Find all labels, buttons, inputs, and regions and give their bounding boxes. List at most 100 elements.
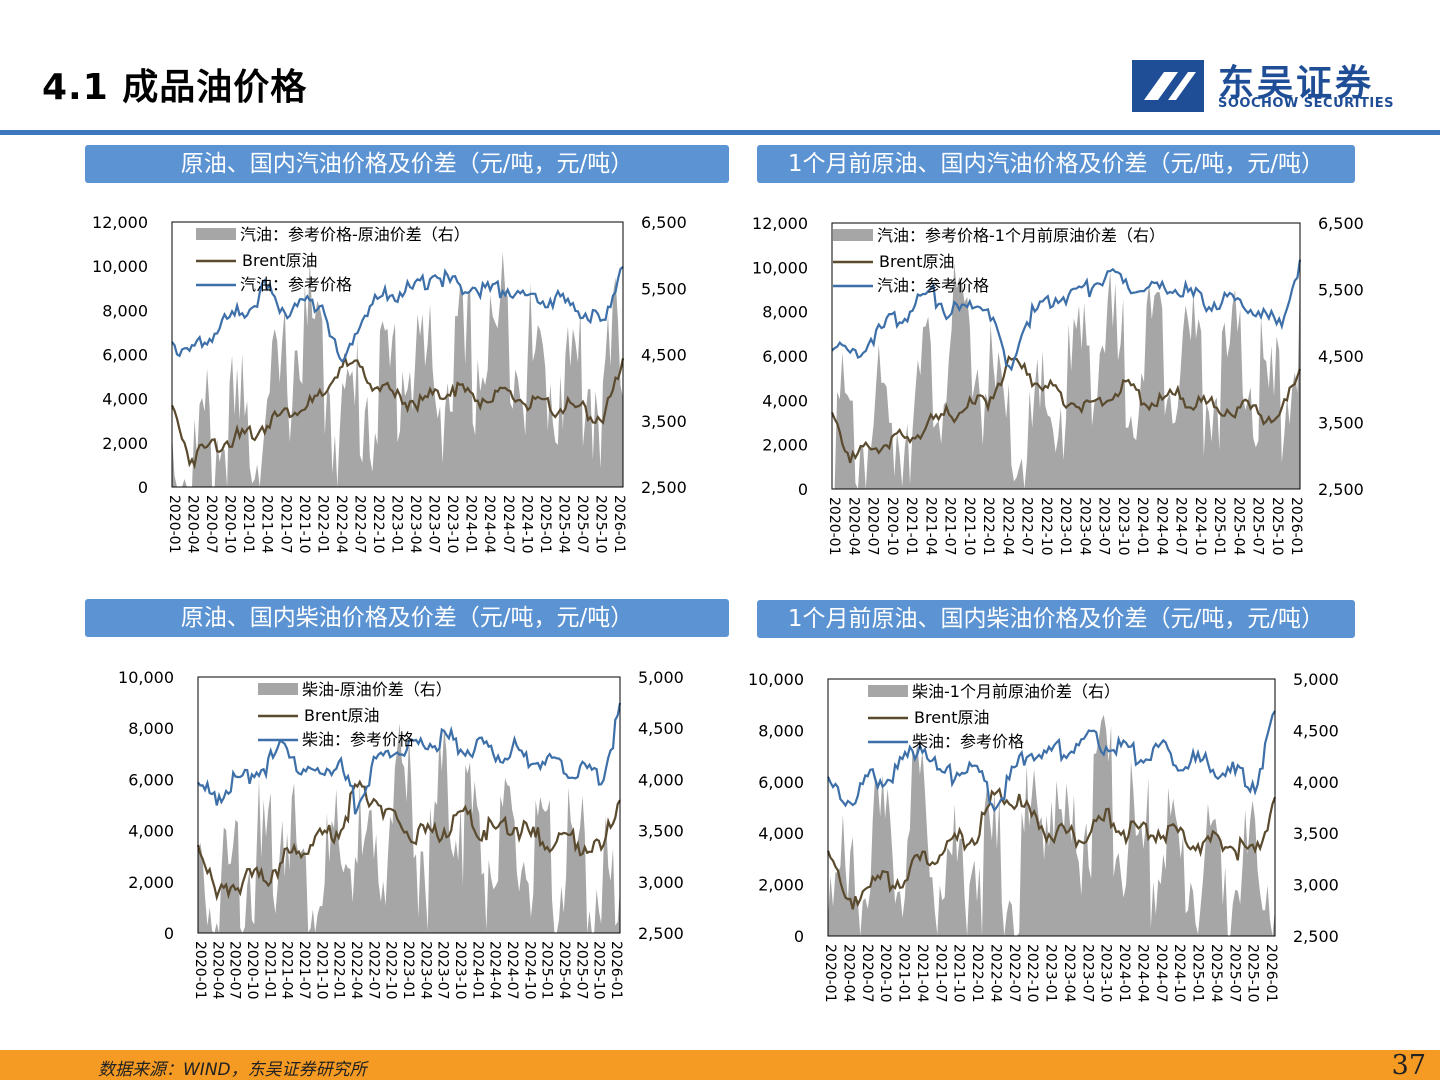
y-right-tick-label: 5,000 [638, 668, 684, 687]
legend-label-spread: 柴油-原油价差（右） [302, 680, 452, 699]
x-tick-label: 2022-10 [1024, 944, 1040, 1003]
x-tick-label: 2020-04 [845, 497, 861, 556]
y-right-tick-label: 5,500 [641, 279, 687, 298]
y-right-tick-label: 3,500 [1318, 414, 1364, 433]
x-tick-label: 2023-04 [417, 941, 433, 1000]
y-right-tick-label: 3,500 [1293, 824, 1339, 843]
x-tick-label: 2021-04 [914, 944, 930, 1003]
legend-swatch-spread [196, 228, 236, 240]
brent-line [826, 787, 1277, 910]
x-tick-label: 2021-04 [279, 941, 295, 1000]
brent-line [830, 355, 1302, 464]
x-tick-label: 2024-04 [487, 941, 503, 1000]
y-right-tick-label: 5,000 [1293, 670, 1339, 689]
y-left-tick-label: 12,000 [752, 214, 808, 233]
x-tick-label: 2021-01 [903, 497, 919, 556]
product-price-line [831, 259, 1302, 372]
x-tick-label: 2023-07 [1079, 944, 1095, 1003]
y-left-tick-label: 10,000 [748, 670, 804, 689]
x-tick-label: 2025-07 [1226, 944, 1242, 1003]
product-price-line [826, 710, 1276, 813]
x-tick-label: 2025-04 [1230, 497, 1246, 556]
x-tick-label: 2020-01 [166, 495, 182, 554]
brent-line [196, 779, 621, 902]
y-left-tick-label: 8,000 [758, 721, 804, 740]
x-tick-label: 2023-04 [1061, 944, 1077, 1003]
x-tick-label: 2020-07 [227, 941, 243, 1000]
x-tick-label: 2024-01 [1134, 497, 1150, 556]
x-tick-label: 2020-04 [209, 941, 225, 1000]
y-left-tick-label: 8,000 [102, 301, 148, 320]
x-tick-label: 2026-01 [608, 941, 624, 1000]
x-tick-label: 2021-04 [259, 495, 275, 554]
x-tick-label: 2022-04 [348, 941, 364, 1000]
y-left-tick-label: 4,000 [758, 824, 804, 843]
x-tick-label: 2023-10 [452, 941, 468, 1000]
spread-area-2 [832, 262, 1300, 489]
x-tick-label: 2023-01 [1043, 944, 1059, 1003]
logo-text-cn: 东吴证券 [1218, 63, 1375, 104]
y-right-tick-label: 4,500 [1293, 721, 1339, 740]
x-tick-label: 2020-07 [203, 495, 219, 554]
y-left-tick-label: 2,000 [102, 434, 148, 453]
x-tick-label: 2024-07 [1153, 944, 1169, 1003]
x-tick-label: 2025-04 [1208, 944, 1224, 1003]
x-tick-label: 2021-07 [296, 941, 312, 1000]
spread-area-3 [198, 723, 620, 933]
legend-swatch-spread [833, 229, 873, 241]
x-tick-label: 2022-10 [383, 941, 399, 1000]
x-tick-label: 2022-01 [980, 497, 996, 556]
x-tick-label: 2021-10 [296, 495, 312, 554]
x-tick-label: 2023-10 [1115, 497, 1131, 556]
chart-diesel-spread: 0 2,000 4,000 6,000 8,000 10,000 2,500 3,000 3,5… [118, 668, 684, 1000]
x-tick-label: 2025-07 [573, 941, 589, 1000]
x-tick-label: 2023-01 [1057, 497, 1073, 556]
x-tick-label: 2025-01 [1190, 944, 1206, 1003]
legend-swatch-spread [868, 685, 908, 697]
x-tick-label: 2020-04 [840, 944, 856, 1003]
x-tick-label: 2020-01 [822, 944, 838, 1003]
y-left-tick-label: 6,000 [102, 346, 148, 365]
x-tick-label: 2026-01 [1263, 944, 1279, 1003]
x-tick-label: 2024-07 [500, 495, 516, 554]
x-tick-label: 2025-04 [556, 941, 572, 1000]
y-left-tick-label: 6,000 [128, 770, 174, 789]
x-tick-label: 2025-01 [537, 495, 553, 554]
y-left-tick-label: 0 [138, 478, 148, 497]
x-tick-label: 2023-04 [1076, 497, 1092, 556]
y-left-tick-label: 4,000 [762, 391, 808, 410]
y-left-tick-label: 4,000 [128, 822, 174, 841]
x-tick-label: 2022-07 [351, 495, 367, 554]
x-tick-label: 2025-10 [1269, 497, 1285, 556]
x-tick-label: 2021-01 [261, 941, 277, 1000]
y-right-tick-label: 6,500 [1318, 214, 1364, 233]
brand-logo: 东吴证券 SOOCHOW SECURITIES [1130, 56, 1410, 116]
y-right-tick-label: 2,500 [1293, 927, 1339, 946]
x-tick-label: 2023-07 [426, 495, 442, 554]
plot-frame [831, 222, 1301, 490]
product-price-line [197, 702, 622, 815]
x-tick-label: 2024-01 [463, 495, 479, 554]
header-divider [0, 130, 1440, 135]
x-tick-label: 2023-07 [1096, 497, 1112, 556]
spread-area-4 [828, 714, 1275, 936]
x-tick-label: 2023-10 [1098, 944, 1114, 1003]
x-tick-label: 2024-10 [518, 495, 534, 554]
x-tick-label: 2025-04 [555, 495, 571, 554]
y-left-tick-label: 6,000 [762, 347, 808, 366]
y-left-tick-label: 10,000 [92, 257, 148, 276]
x-tick-label: 2024-04 [481, 495, 497, 554]
x-tick-label: 2026-01 [611, 495, 627, 554]
x-tick-label: 2023-07 [435, 941, 451, 1000]
x-tick-label: 2025-10 [1245, 944, 1261, 1003]
chart-diesel-spread-lagged: 0 2,000 4,000 6,000 8,000 10,000 2,500 3,000 3,5… [748, 670, 1339, 1003]
brent-line [171, 352, 625, 470]
x-tick-label: 2024-04 [1153, 497, 1169, 556]
y-left-tick-label: 2,000 [758, 876, 804, 895]
y-right-tick-label: 4,500 [638, 719, 684, 738]
x-tick-label: 2022-07 [1006, 944, 1022, 1003]
x-tick-label: 2022-07 [365, 941, 381, 1000]
legend-label-brent: Brent原油 [242, 251, 317, 270]
x-tick-label: 2024-04 [1134, 944, 1150, 1003]
x-tick-label: 2020-01 [826, 497, 842, 556]
